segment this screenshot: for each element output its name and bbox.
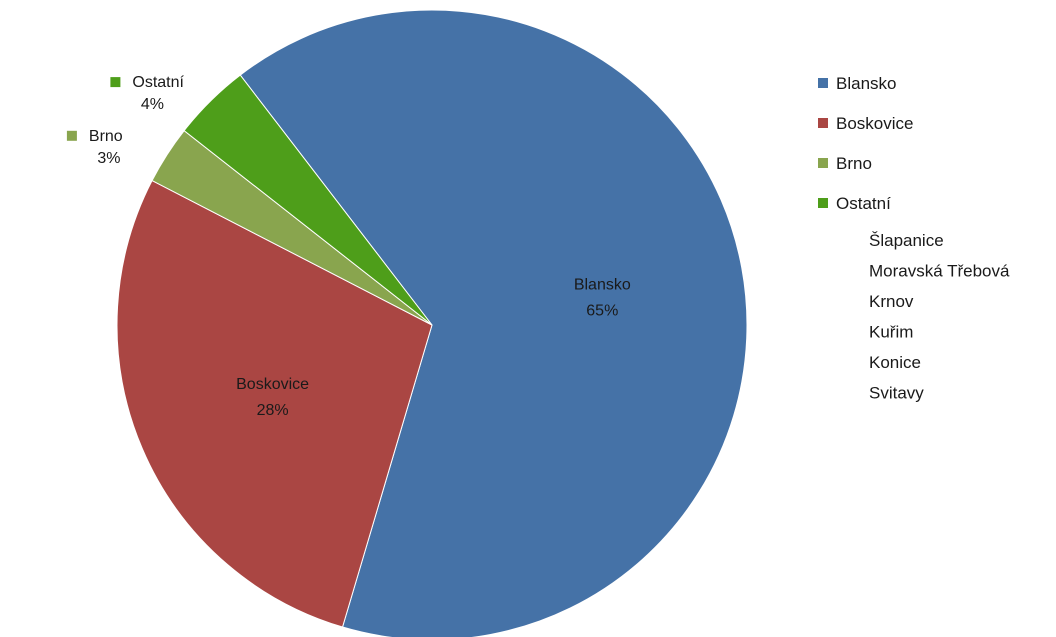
legend-subitem-moravska-trebova: Moravská Třebová [869,262,1010,281]
legend-subitem-konice: Konice [869,353,921,372]
legend-label-ostatni: Ostatní [836,194,891,213]
legend-subitem-svitavy: Svitavy [869,384,924,403]
pie-inside-labels: Blansko 65% Boskovice 28% [236,276,631,419]
data-label-brno-name: Brno [89,128,123,145]
legend-subitem-krnov: Krnov [869,292,914,311]
legend-label-brno: Brno [836,154,872,173]
legend-label-blansko: Blansko [836,74,896,93]
pie-outside-labels: Brno 3% Ostatní 4% [66,74,185,167]
data-label-ostatni-value: 4% [141,96,164,113]
data-label-boskovice-name: Boskovice [236,376,309,393]
legend-key-ostatni [818,198,828,208]
pie-slice-ostatni [183,74,433,326]
legend-key-boskovice [818,118,828,128]
chart-legend: Blansko Boskovice Brno Ostatní Šlapanice Mora… [818,74,1010,403]
data-label-boskovice-value: 28% [257,402,289,419]
legend-label-boskovice: Boskovice [836,114,913,133]
legend-subitem-slapanice: Šlapanice [869,231,944,250]
legend-key-blansko [818,78,828,88]
data-label-blansko-value: 65% [586,302,618,319]
data-label-brno-value: 3% [97,150,120,167]
data-label-ostatni-key [110,77,121,88]
data-label-ostatni-name: Ostatní [132,74,184,91]
pie-slices [116,9,748,637]
legend-subitem-kurim: Kuřim [869,323,913,342]
pie-slice-boskovice [116,179,433,628]
legend-key-brno [818,158,828,168]
data-label-blansko-name: Blansko [574,276,631,293]
pie-slice-blansko [239,9,748,637]
data-label-brno-key [66,130,77,141]
